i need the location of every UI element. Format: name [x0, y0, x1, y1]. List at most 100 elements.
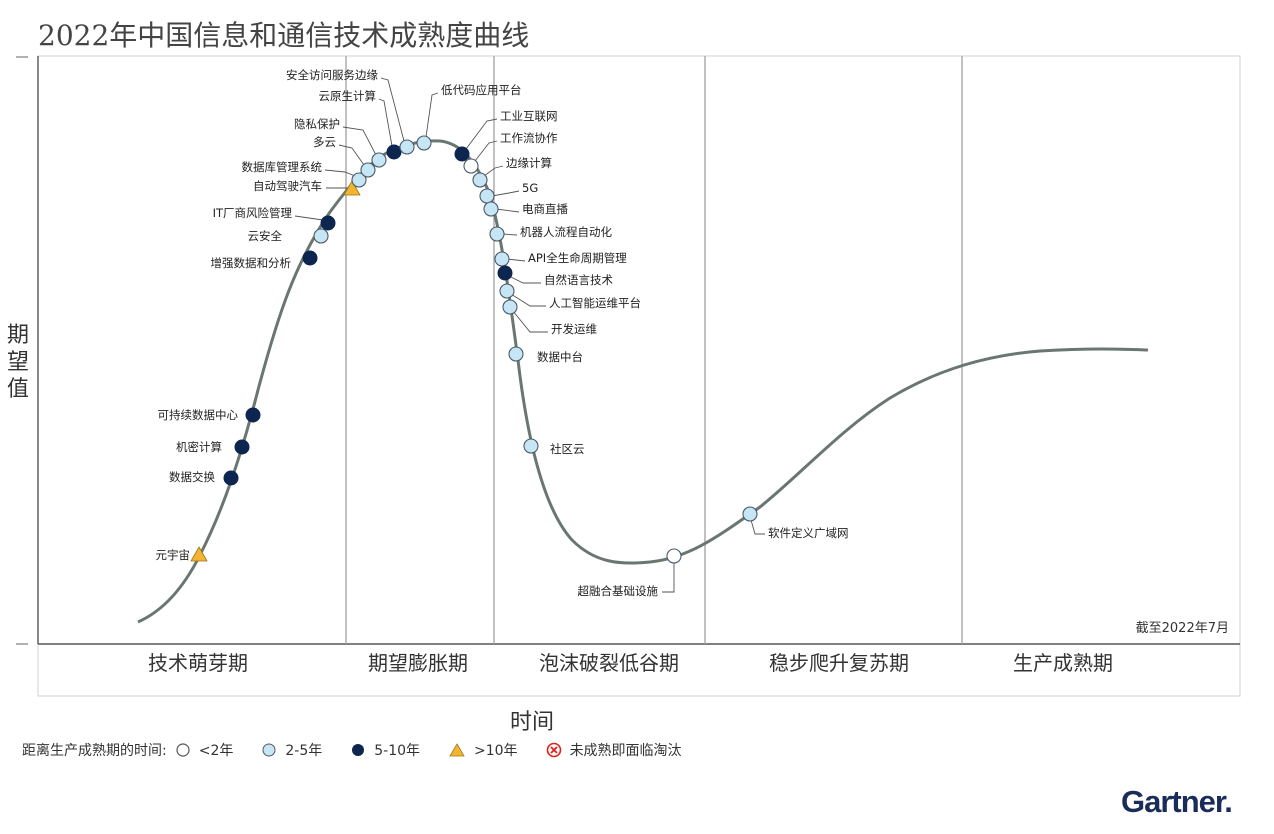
marker-circle	[234, 439, 250, 455]
technology-label: 可持续数据中心	[158, 408, 239, 422]
marker-circle	[302, 250, 318, 266]
technology-label: 数据库管理系统	[242, 160, 323, 174]
technology-label: 隐私保护	[294, 117, 340, 131]
technology-label: 开发运维	[551, 322, 597, 336]
marker-circle	[245, 407, 261, 423]
marker-circle	[399, 139, 415, 155]
phase-label: 泡沫破裂低谷期	[539, 651, 679, 675]
marker-circle	[666, 548, 682, 564]
phase-label: 技术萌芽期	[148, 651, 248, 675]
technology-label: 5G	[522, 181, 538, 195]
marker-circle	[523, 438, 539, 454]
marker-circle	[494, 251, 510, 267]
technology-label: 低代码应用平台	[441, 83, 522, 97]
legend-item-2to5: 2-5年	[261, 740, 322, 760]
marker-circle	[351, 172, 367, 188]
marker-circle	[223, 470, 239, 486]
phase-label: 生产成熟期	[1013, 651, 1113, 675]
dark-blue-circle-icon	[352, 744, 365, 756]
technology-label: 社区云	[550, 442, 585, 456]
leader-line	[342, 126, 377, 156]
technology-label: 边缘计算	[506, 156, 552, 170]
technology-label: 数据交换	[169, 470, 215, 484]
marker-circle	[489, 226, 505, 242]
open-circle-icon	[176, 743, 190, 757]
marker-circle	[313, 228, 329, 244]
leader-line	[380, 77, 405, 142]
legend-label: <2年	[198, 743, 234, 759]
legend-label: 2-5年	[285, 743, 323, 759]
phase-labels: 技术萌芽期 期望膨胀期 泡沫破裂低谷期 稳步爬升复苏期 生产成熟期	[148, 651, 1113, 675]
technology-labels: 元宇宙 数据交换 机密计算 可持续数据中心 增强数据和分析 云安全 IT厂商风险管理 自动驾驶…	[156, 68, 849, 598]
technology-markers	[190, 135, 758, 564]
marker-circle	[472, 172, 488, 188]
technology-label: 数据中台	[537, 350, 583, 364]
legend-item-5to10: 5-10年	[350, 740, 420, 760]
legend: 距离生产成熟期的时间: <2年 2-5年 5-10年 >10年 未成熟即面临淘汰	[22, 740, 710, 760]
technology-label: 机器人流程自动化	[520, 225, 612, 239]
leader-line	[506, 258, 526, 262]
technology-label: 工作流协作	[500, 131, 558, 145]
hype-curve	[137, 139, 1149, 624]
leader-line	[338, 144, 365, 166]
marker-circle	[320, 215, 336, 231]
legend-label: >10年	[474, 743, 518, 759]
chart-frame	[16, 55, 1241, 697]
yellow-triangle-icon	[449, 743, 465, 757]
chart-title: 2022年中国信息和通信技术成熟度曲线	[38, 19, 530, 52]
technology-label: 多云	[313, 135, 336, 149]
marker-triangle	[343, 180, 361, 196]
technology-label: 电商直播	[522, 202, 568, 216]
technology-label: 元宇宙	[156, 548, 191, 562]
marker-circle	[479, 188, 495, 204]
marker-triangle	[190, 546, 208, 562]
technology-label: 超融合基础设施	[578, 584, 659, 598]
phase-label: 稳步爬升复苏期	[769, 651, 909, 675]
leader-line	[474, 140, 498, 162]
leader-line	[495, 208, 520, 213]
leader-line	[512, 310, 548, 333]
legend-item-gt10: >10年	[448, 740, 518, 760]
technology-label: 机密计算	[176, 440, 222, 454]
marker-circle	[499, 283, 515, 299]
marker-circle	[483, 201, 499, 217]
marker-circle	[454, 146, 470, 162]
hype-cycle-chart: 元宇宙 数据交换 机密计算 可持续数据中心 增强数据和分析 云安全 IT厂商风险管理 自动驾驶…	[16, 55, 1241, 697]
marker-circle	[416, 135, 432, 151]
marker-circle	[742, 506, 758, 522]
marker-circle	[502, 299, 518, 315]
leader-line	[491, 190, 520, 197]
chart-border	[37, 55, 1241, 697]
leader-line	[294, 215, 324, 221]
leader-line	[662, 562, 675, 593]
technology-label: 软件定义广域网	[768, 526, 849, 540]
technology-label: 工业互联网	[500, 109, 558, 123]
gartner-logo: Gartner.	[1121, 784, 1233, 819]
technology-label: 云原生计算	[319, 89, 377, 103]
marker-circle	[497, 265, 513, 281]
leader-line	[510, 293, 546, 307]
marker-circle	[508, 346, 524, 362]
technology-label: 增强数据和分析	[211, 256, 292, 270]
phase-label: 期望膨胀期	[368, 651, 468, 675]
technology-label: 自然语言技术	[544, 273, 613, 287]
technology-label: 自动驾驶汽车	[253, 179, 322, 193]
leader-line	[465, 118, 498, 150]
as-of-date: 截至2022年7月	[1136, 621, 1229, 636]
marker-circle	[371, 152, 387, 168]
leader-lines	[294, 77, 765, 593]
technology-label: 安全访问服务边缘	[286, 68, 378, 82]
x-axis-label: 时间	[510, 710, 555, 735]
leader-line	[425, 92, 439, 138]
leader-line	[324, 169, 356, 177]
light-blue-circle-icon	[262, 743, 276, 757]
leader-line	[378, 98, 393, 147]
legend-item-lt2: <2年	[175, 740, 234, 760]
technology-label: API全生命周期管理	[528, 251, 627, 265]
technology-label: IT厂商风险管理	[213, 206, 293, 220]
marker-circle	[386, 144, 402, 160]
legend-label: 未成熟即面临淘汰	[569, 743, 682, 759]
technology-label: 云安全	[248, 229, 283, 243]
legend-item-obsolete: 未成熟即面临淘汰	[546, 740, 682, 760]
technology-label: 人工智能运维平台	[549, 296, 641, 310]
